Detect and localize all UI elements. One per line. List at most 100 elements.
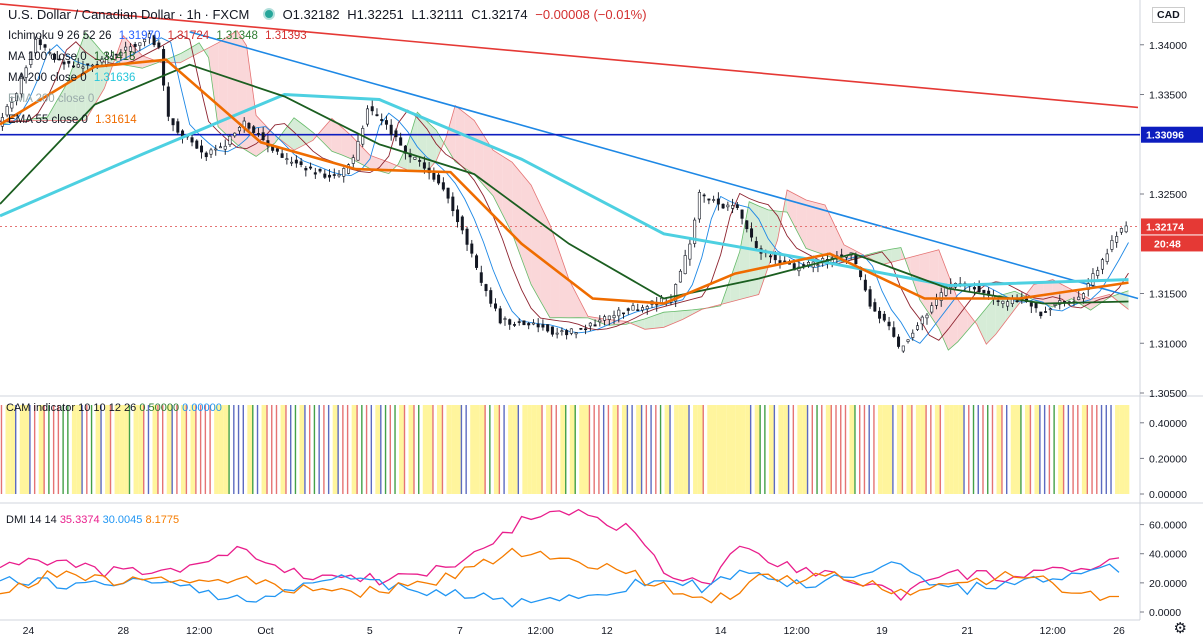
cam-bar [214,405,219,494]
legend-ma100[interactable]: MA 100 close 0 1.31418 [8,51,139,63]
ichimoku-cloud-segment [502,156,513,234]
cam-bar [256,405,259,494]
red-trendline[interactable] [0,3,1139,109]
candle-body [731,205,735,209]
cam-bar [1029,405,1032,494]
cam-bar [626,405,629,494]
cam-bar [612,405,618,494]
cam-bar [275,405,278,494]
candle-body [256,133,260,135]
cam-bar [57,405,60,494]
candle-body [930,305,934,313]
cam-bar [901,405,904,494]
ichimoku-cloud-segment [170,53,181,63]
cam-bar [1096,405,1098,494]
cam-bar [271,405,273,494]
cam-bar [636,405,641,494]
cam-bar [1058,405,1063,494]
cam-bar [527,405,532,494]
cam-bar [659,405,662,494]
currency-badge[interactable]: CAD [1152,7,1185,23]
candle-body [536,323,540,328]
cam-bar [759,405,761,494]
time-tick-label: 12:00 [186,625,212,637]
cam-bar [171,405,173,494]
candle-body [484,284,488,292]
cam-bar [892,405,894,494]
legend-ema200[interactable]: EMA 200 close 0 [8,93,98,105]
cam-bar [147,405,150,494]
ema200-label: EMA 200 close 0 [8,93,95,105]
candle-body [247,122,251,129]
time-tick-label: 12:00 [1040,625,1066,637]
candle-body [128,46,132,52]
ichimoku-cloud-segment [569,279,579,318]
cam-bar [455,405,461,494]
cam-bar [446,405,452,494]
cam-bar [574,405,576,494]
symbol-header[interactable]: U.S. Dollar / Canadian Dollar · 1h · FXC… [8,7,651,22]
ichimoku-cloud-segment [787,190,797,231]
ichimoku-cloud-segment [796,195,807,249]
price-tick-label: 1.33500 [1149,90,1187,102]
cam-bar [707,405,713,494]
ichimoku-cloud-segment [483,135,494,196]
settings-gear-icon[interactable]: ⚙ [1173,620,1187,637]
cam-bar [508,405,513,494]
legend-ma200[interactable]: MA 200 close 0 1.31636 [8,72,139,84]
blue-trendline[interactable] [189,31,1139,300]
cam-bar [304,405,306,494]
cam-bar [863,405,866,494]
candle-body [769,255,773,258]
ichimoku-cloud-segment [663,311,674,328]
candle-body [897,336,901,347]
legend-cam[interactable]: CAM indicator 10 10 12 26 0.50000 0.0000… [6,402,222,414]
time-tick-label: 19 [876,625,888,637]
ichimoku-cloud-segment [957,299,968,342]
cam-bar [1115,405,1120,494]
cam-bar [1067,405,1070,494]
cam-bar [607,405,610,494]
ichimoku-cloud-segment [360,145,370,169]
candle-body [702,194,706,197]
cam-bar [944,405,950,494]
cam-bar [33,405,36,494]
candle-body [996,300,1000,303]
candle-body [375,114,379,117]
cam-bar [868,405,870,494]
price-tick-label: 1.31000 [1149,338,1187,350]
legend-dmi[interactable]: DMI 14 14 35.3374 30.0045 8.1775 [6,514,179,526]
legend-ichimoku[interactable]: Ichimoku 9 26 52 26 1.31970 1.31724 1.31… [8,30,311,42]
candle-body [584,328,588,331]
cam-bar [403,405,406,494]
candle-body [399,137,403,146]
cam-bar [1053,405,1055,494]
candle-body [494,303,498,309]
cam-bar [503,405,505,494]
candle-body [816,264,820,267]
dmi-label: DMI 14 14 [6,514,57,526]
candle-body [190,137,194,143]
candle-body [555,332,559,335]
cam-bar [1110,405,1112,494]
cam-bar [1034,405,1040,494]
candle-body [972,287,976,290]
candle-body [328,174,332,178]
candle-body [413,156,417,160]
hline-price-tag [1141,126,1203,143]
candle-body [1110,240,1114,250]
cam-bar [180,405,186,494]
cam-bar [517,405,520,494]
cam-bar [5,405,11,494]
cam-bar [337,405,339,494]
legend-ema55[interactable]: EMA 55 close 0 1.31614 [8,114,141,126]
symbol-title[interactable]: U.S. Dollar / Canadian Dollar · 1h · FXC… [8,7,250,22]
cam-bar [204,405,207,494]
cam-bar [299,405,305,494]
cam-bar [261,405,267,494]
ichimoku-cloud-segment [1062,284,1072,303]
candle-body [451,196,455,212]
cam-bar [754,405,760,494]
